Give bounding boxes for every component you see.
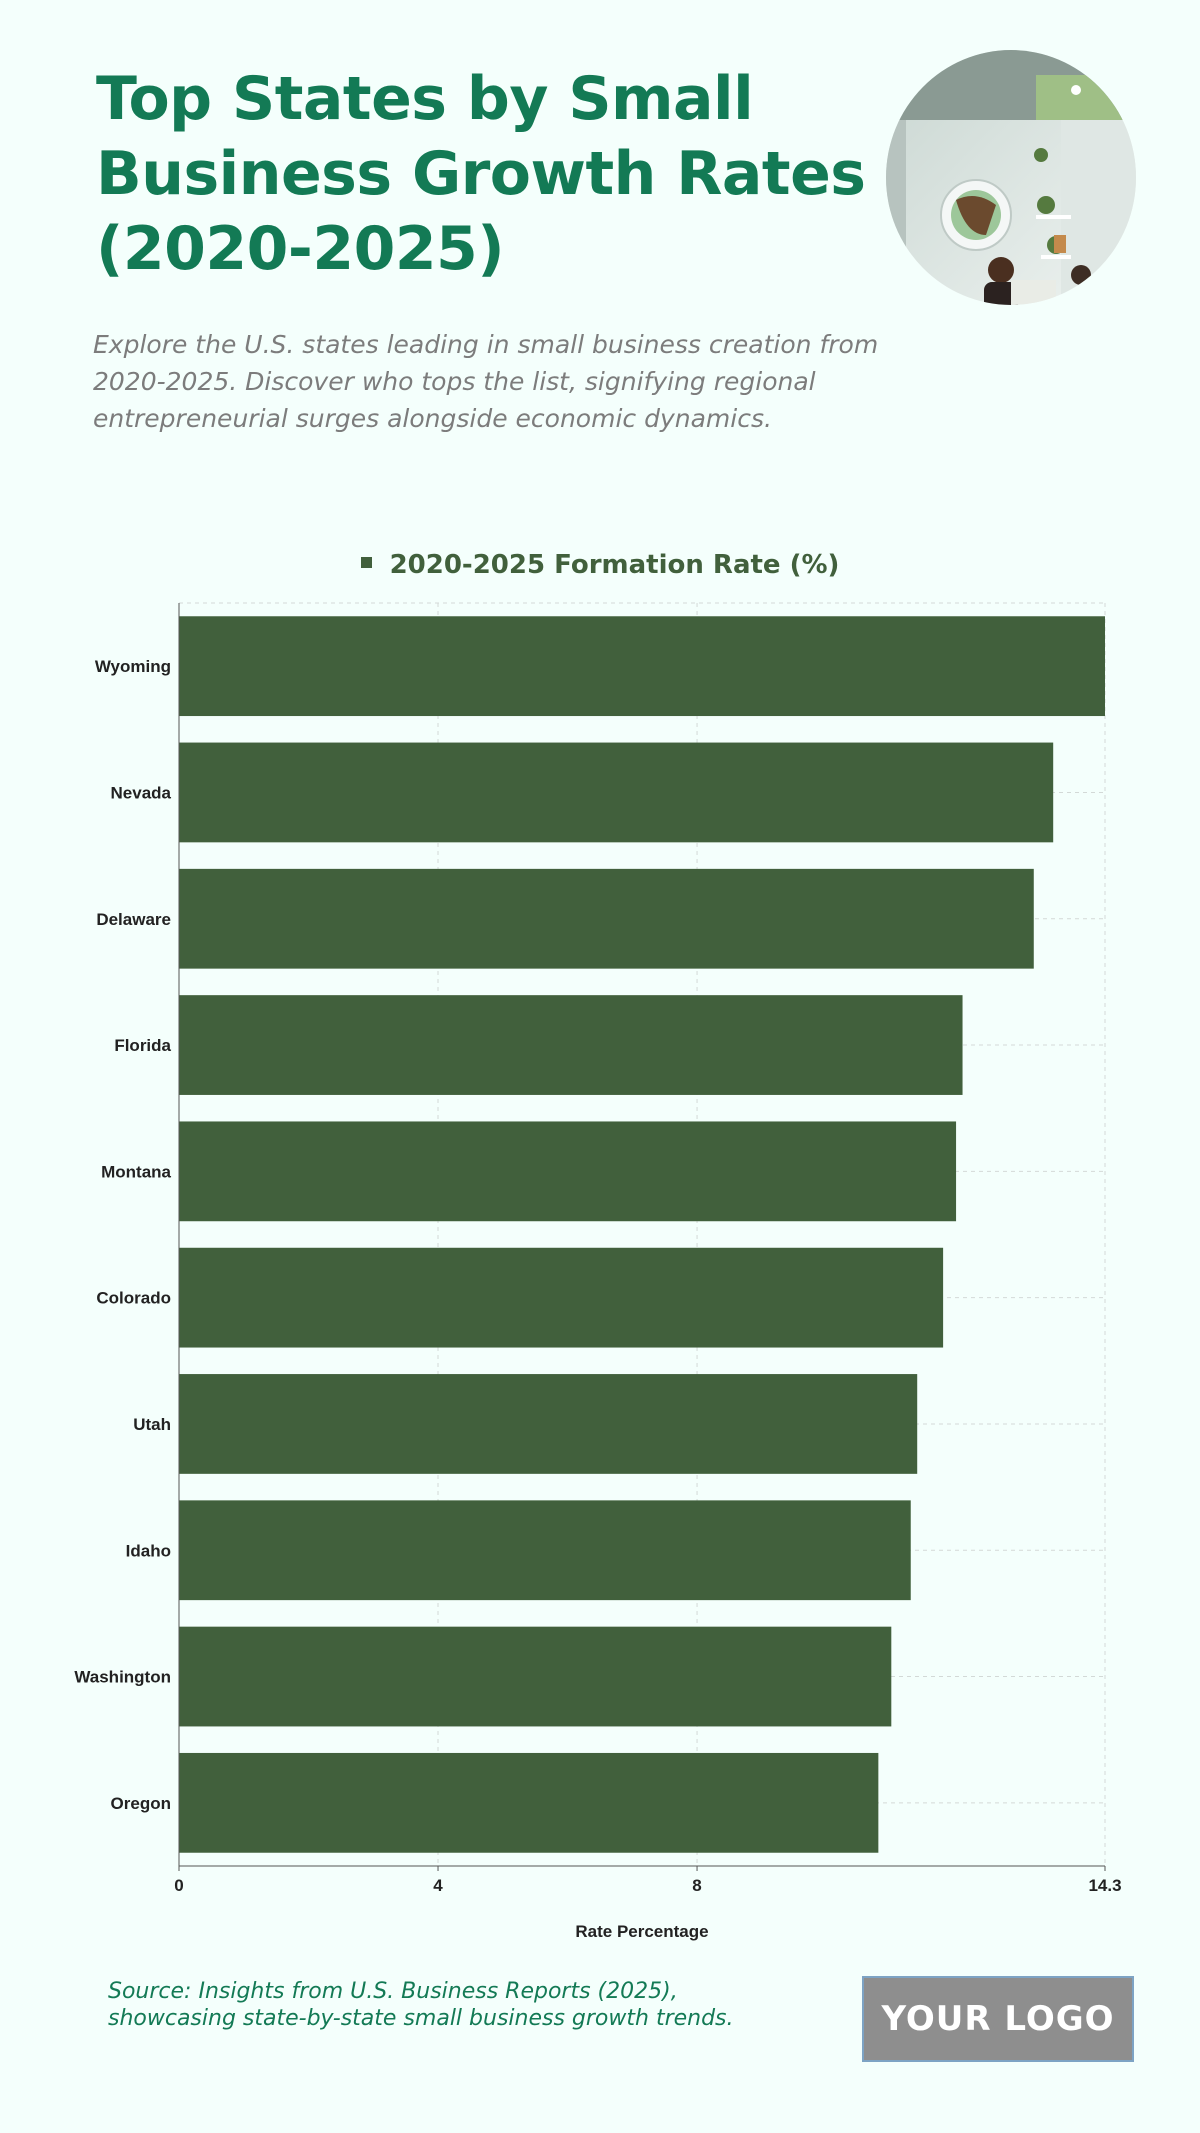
chart-subtitle: Explore the U.S. states leading in small… xyxy=(93,330,879,433)
bar-chart: Wyoming Nevada Delaware Florida Montana Color… xyxy=(74,602,1122,1941)
x-axis-label: Rate Percentage xyxy=(575,1922,708,1941)
bar-florida xyxy=(179,995,963,1095)
bar-delaware xyxy=(179,868,1034,969)
x-tick-label: 0 xyxy=(174,1876,183,1895)
legend-label: 2020-2025 Formation Rate (%) xyxy=(389,550,840,580)
category-label: Colorado xyxy=(96,1289,171,1308)
bar-idaho xyxy=(179,1500,911,1601)
x-tick-label: 8 xyxy=(692,1876,701,1895)
legend-swatch xyxy=(360,557,372,568)
bar-washington xyxy=(179,1626,892,1727)
category-label: Utah xyxy=(133,1415,171,1434)
category-label: Montana xyxy=(101,1162,171,1181)
x-tick-label: 4 xyxy=(433,1876,443,1895)
bar-oregon xyxy=(179,1752,879,1853)
category-label: Oregon xyxy=(111,1794,171,1813)
chart-title: Top States by Small Business Growth Rate… xyxy=(96,64,866,284)
category-label: Wyoming xyxy=(95,657,171,676)
bar-layer xyxy=(179,616,1105,1853)
bar-wyoming xyxy=(179,616,1105,717)
logo-placeholder: YOUR LOGO xyxy=(862,1976,1134,2062)
category-label: Nevada xyxy=(111,783,172,802)
chart-legend: 2020-2025 Formation Rate (%) xyxy=(0,550,1200,580)
category-label: Washington xyxy=(74,1668,171,1687)
logo-text: YOUR LOGO xyxy=(881,1999,1115,2039)
source-note: Source: Insights from U.S. Business Repo… xyxy=(108,1979,734,2031)
bar-utah xyxy=(179,1374,918,1474)
bar-nevada xyxy=(179,742,1054,843)
bar-montana xyxy=(179,1121,957,1222)
bar-colorado xyxy=(179,1247,944,1348)
category-label: Florida xyxy=(114,1036,171,1055)
x-tick-label: 14.3 xyxy=(1088,1876,1121,1895)
label-layer: Wyoming Nevada Delaware Florida Montana Color… xyxy=(74,603,1122,1941)
header-photo xyxy=(886,50,1136,305)
category-label: Delaware xyxy=(96,910,171,929)
category-label: Idaho xyxy=(126,1541,171,1560)
